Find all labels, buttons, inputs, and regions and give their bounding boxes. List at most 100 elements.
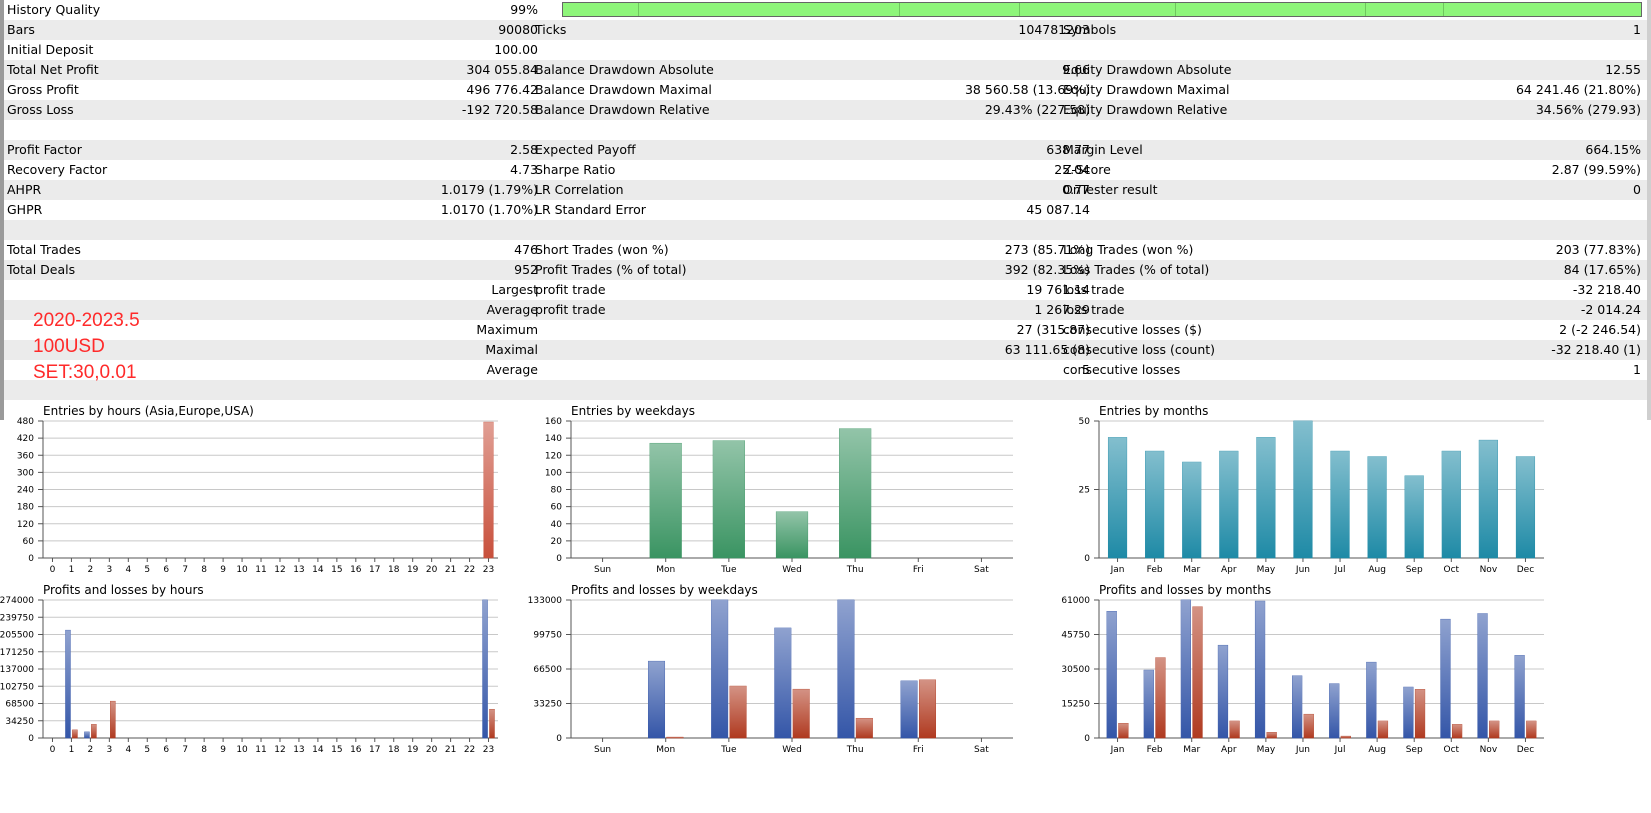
y-tick-label: 60: [551, 503, 563, 513]
x-tick-label: 10: [236, 565, 248, 575]
y-tick-label: 120: [545, 451, 562, 461]
x-tick-label: 7: [182, 565, 188, 575]
metric-label: AHPR: [7, 182, 42, 197]
x-tick-label: Nov: [1480, 745, 1498, 755]
x-tick-label: 6: [163, 565, 169, 575]
x-tick-label: Feb: [1147, 745, 1163, 755]
chart-title: Entries by weekdays: [571, 404, 695, 418]
bar-shine: [711, 600, 728, 738]
x-tick-label: 1: [69, 565, 75, 575]
y-tick-label: 300: [17, 468, 34, 478]
metric-label: profit trade: [535, 282, 606, 297]
x-tick-label: Jan: [1110, 565, 1125, 575]
x-tick-label: 11: [255, 745, 266, 755]
x-tick-label: Sat: [974, 565, 989, 575]
report-row: Maximal 63 111.65 (8) consecutive loss (co…: [4, 340, 1647, 360]
bar-shine: [1489, 721, 1500, 738]
x-tick-label: Mar: [1183, 565, 1200, 575]
metric-value: 25.04: [1054, 162, 1090, 177]
bar-shine: [774, 628, 791, 738]
chart-title: Entries by months: [1099, 404, 1209, 418]
metric-label: Short Trades (won %): [535, 242, 669, 257]
y-tick-label: 0: [556, 734, 562, 744]
bar-shine: [1106, 611, 1117, 738]
y-tick-label: 180: [17, 503, 34, 513]
x-tick-label: Jan: [1110, 745, 1125, 755]
bar-shine: [1341, 736, 1351, 738]
quality-bar-separator: [899, 3, 900, 16]
chart-panel: 0 34250 68500 102750 137000 171250 205500 23975…: [0, 596, 508, 764]
y-tick-label: 0: [28, 554, 34, 564]
bar-shine: [1229, 721, 1240, 738]
x-tick-label: 14: [312, 565, 324, 575]
x-tick-label: Sat: [974, 745, 989, 755]
x-tick-label: Sun: [594, 745, 611, 755]
bar-shine: [666, 737, 684, 738]
bar-shine: [110, 701, 116, 738]
report-row: Gross Profit 496 776.42 Balance Drawdown M…: [4, 80, 1647, 100]
x-tick-label: 19: [407, 565, 419, 575]
y-tick-label: 120: [17, 520, 34, 530]
x-tick-label: 22: [464, 565, 475, 575]
bar-shine: [648, 661, 665, 738]
history-quality-value: 99%: [510, 2, 538, 17]
metric-value: 496 776.42: [466, 82, 538, 97]
x-tick-label: 11: [255, 565, 266, 575]
window-right-edge: [1647, 0, 1651, 420]
x-tick-label: Mon: [656, 745, 675, 755]
x-tick-label: Aug: [1368, 745, 1386, 755]
report-row: [4, 120, 1647, 140]
bar-shine: [1303, 714, 1314, 738]
bar-shine: [900, 680, 918, 738]
bar-shine: [483, 422, 494, 558]
metric-label: LR Correlation: [535, 182, 624, 197]
metric-value: 5: [1082, 362, 1090, 377]
quality-bar-separator: [1365, 3, 1366, 16]
metric-value: Largest: [491, 282, 538, 297]
metric-label: Balance Drawdown Absolute: [535, 62, 714, 77]
x-tick-label: Mar: [1183, 745, 1200, 755]
x-tick-label: Thu: [846, 565, 864, 575]
metric-label: Profit Factor: [7, 142, 82, 157]
x-tick-label: 22: [464, 745, 475, 755]
x-tick-label: 15: [331, 745, 342, 755]
x-tick-label: 8: [201, 745, 207, 755]
quality-bar-separator: [1443, 3, 1444, 16]
y-tick-label: 30500: [1061, 665, 1090, 675]
metric-value: 38 560.58 (13.69%): [964, 82, 1090, 97]
report-row: GHPR 1.0170 (1.70%) LR Standard Error 45 08…: [4, 200, 1647, 220]
x-tick-label: 13: [293, 565, 304, 575]
x-tick-label: 1: [69, 745, 75, 755]
metric-label: Long Trades (won %): [1063, 242, 1194, 257]
bar-shine: [1218, 645, 1228, 738]
x-tick-label: May: [1257, 565, 1276, 575]
metric-label: loss trade: [1063, 302, 1125, 317]
metric-value: 104781203: [1018, 22, 1090, 37]
metric-value: 4.73: [510, 162, 538, 177]
chart-title: Entries by hours (Asia,Europe,USA): [43, 404, 254, 418]
metric-value: Maximum: [476, 322, 538, 337]
y-tick-label: 15250: [1061, 700, 1090, 710]
bar-shine: [776, 511, 808, 558]
x-tick-label: Wed: [782, 745, 802, 755]
x-tick-label: 4: [125, 745, 131, 755]
report-row: Initial Deposit 100.00: [4, 40, 1647, 60]
metric-label: Profit Trades (% of total): [535, 262, 687, 277]
x-tick-label: 2: [88, 745, 94, 755]
x-tick-label: 21: [445, 745, 456, 755]
y-tick-label: 133000: [528, 596, 563, 606]
report-row-quality: History Quality 99%: [4, 0, 1647, 20]
x-tick-label: Jun: [1295, 565, 1310, 575]
y-tick-label: 100: [545, 468, 562, 478]
x-tick-label: 9: [220, 745, 226, 755]
metric-value: Average: [486, 302, 538, 317]
metric-value: 0.77: [1062, 182, 1090, 197]
metric-label: profit trade: [535, 302, 606, 317]
metric-label: consecutive loss (count): [1063, 342, 1216, 357]
metric-label: Total Net Profit: [7, 62, 99, 77]
metric-label: LR Standard Error: [535, 202, 646, 217]
y-tick-label: 205500: [0, 631, 34, 641]
y-tick-label: 33250: [533, 700, 562, 710]
bar-shine: [72, 729, 78, 738]
metric-value: 1.0179 (1.79%): [440, 182, 538, 197]
